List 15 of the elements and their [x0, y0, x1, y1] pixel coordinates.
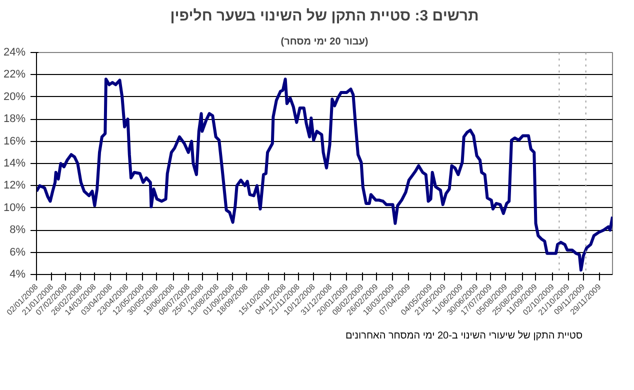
y-tick-label: 18%	[3, 113, 26, 126]
y-tick-label: 22%	[3, 68, 26, 81]
chart-title: תרשים 3: סטיית התקן של השינוי בשער חליפין	[170, 8, 479, 24]
y-tick-label: 14%	[3, 158, 26, 170]
y-tick-label: 20%	[3, 90, 26, 103]
y-tick-label: 6%	[10, 246, 26, 258]
y-tick-label: 24%	[3, 46, 26, 58]
y-tick-label: 12%	[3, 180, 26, 192]
y-tick-label: 16%	[3, 135, 26, 148]
y-tick-label: 8%	[10, 224, 26, 236]
y-tick-label: 10%	[3, 202, 26, 214]
text: סטיית התקן של שיעורי השינוי ב-20 ימי המסחר האחרונים	[345, 330, 583, 342]
line-series	[36, 78, 612, 272]
chart-subtitle: (עבור 20 ימי מסחר)	[280, 36, 368, 48]
y-tick-label: 4%	[10, 268, 26, 280]
